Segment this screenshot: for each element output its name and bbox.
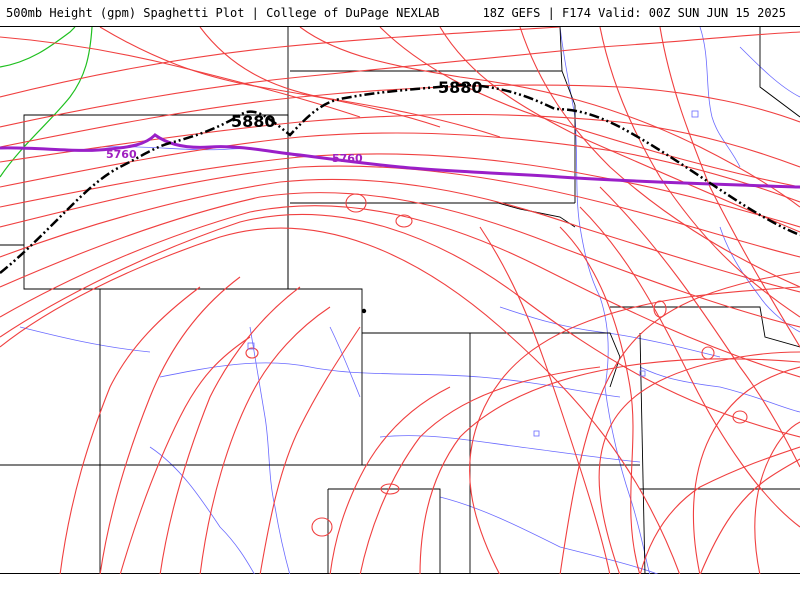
green-contours [0,27,93,178]
closed-contours [245,193,748,537]
spaghetti-map: 5880 5880 5760 5760 [0,27,800,575]
header-bar: 500mb Height (gpm) Spaghetti Plot | Coll… [0,0,800,26]
black-contour-5880 [0,83,800,274]
city-markers [247,110,699,437]
contour-label-5760-east: 5760 [332,152,363,165]
rivers [19,27,800,575]
map-panel: 5880 5880 5760 5760 [0,26,800,575]
contour-label-5880-east: 5880 [438,78,483,97]
ensemble-member-lines [0,27,800,575]
contour-label-5760-west: 5760 [106,148,137,161]
map-point-marker [361,308,367,314]
purple-contour-5760 [0,133,800,189]
footer-area [0,574,800,600]
contour-label-5880-west: 5880 [231,112,276,131]
plot-title: 500mb Height (gpm) Spaghetti Plot | Coll… [6,6,440,20]
run-valid-time: 18Z GEFS | F174 Valid: 00Z SUN JUN 15 20… [482,6,786,20]
state-borders [0,27,800,575]
